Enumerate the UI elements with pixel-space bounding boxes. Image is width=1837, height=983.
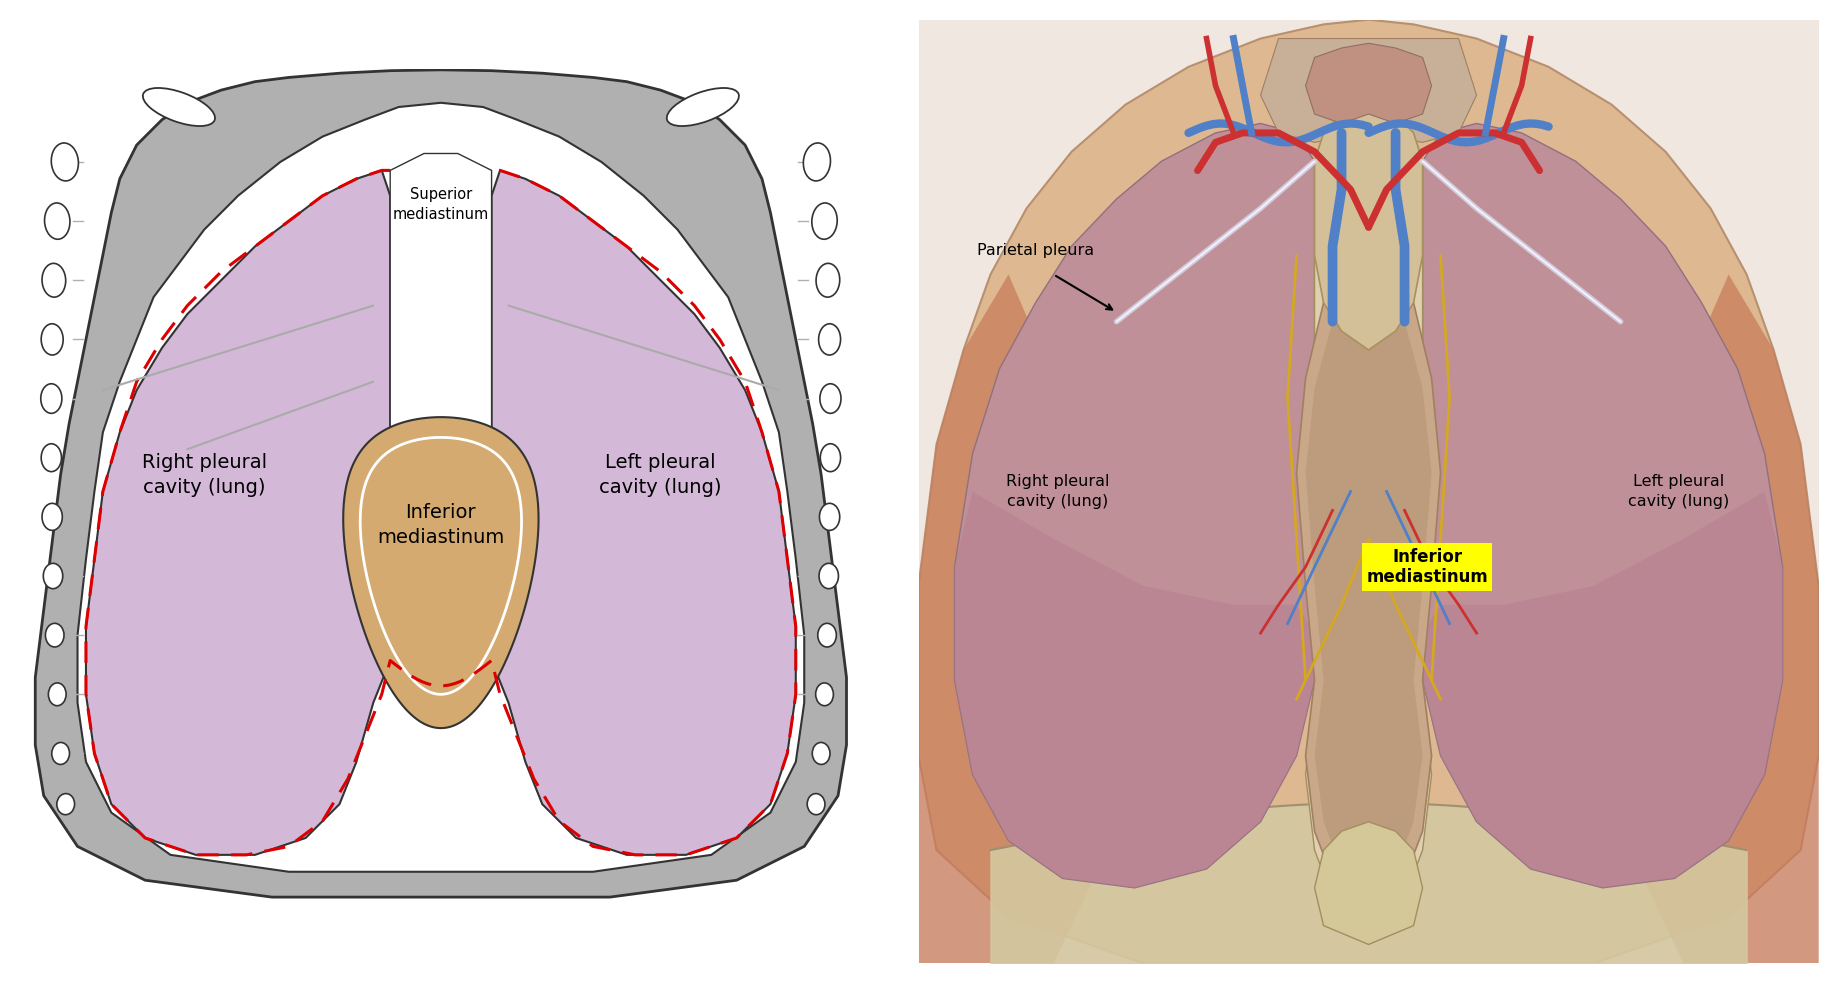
Ellipse shape <box>143 88 215 126</box>
Polygon shape <box>918 274 1117 963</box>
Polygon shape <box>35 70 847 897</box>
Text: Inferior
mediastinum: Inferior mediastinum <box>1367 548 1488 587</box>
Ellipse shape <box>40 383 62 413</box>
Polygon shape <box>1306 43 1431 124</box>
Ellipse shape <box>819 383 841 413</box>
Polygon shape <box>955 492 1315 888</box>
Text: Left pleural
cavity (lung): Left pleural cavity (lung) <box>599 452 722 496</box>
Ellipse shape <box>40 443 61 472</box>
Text: Superior
mediastinum: Superior mediastinum <box>393 187 489 221</box>
Polygon shape <box>1297 227 1440 906</box>
Ellipse shape <box>51 742 70 765</box>
Polygon shape <box>1620 274 1819 963</box>
Ellipse shape <box>51 143 79 181</box>
Polygon shape <box>344 417 538 728</box>
Ellipse shape <box>42 503 62 531</box>
Ellipse shape <box>819 323 841 355</box>
Polygon shape <box>955 124 1315 888</box>
Ellipse shape <box>817 623 836 647</box>
Text: Inferior
mediastinum: Inferior mediastinum <box>377 503 505 548</box>
Ellipse shape <box>42 263 66 297</box>
Polygon shape <box>1315 822 1422 945</box>
Ellipse shape <box>819 503 840 531</box>
Polygon shape <box>1315 100 1422 350</box>
Polygon shape <box>1260 38 1477 143</box>
Ellipse shape <box>812 202 838 239</box>
Polygon shape <box>1422 492 1782 888</box>
Ellipse shape <box>44 202 70 239</box>
Text: Right pleural
cavity (lung): Right pleural cavity (lung) <box>1007 474 1110 509</box>
Ellipse shape <box>57 793 75 815</box>
Text: Left pleural
cavity (lung): Left pleural cavity (lung) <box>1628 474 1730 509</box>
Ellipse shape <box>816 683 834 706</box>
Ellipse shape <box>667 88 738 126</box>
Polygon shape <box>1306 256 1431 888</box>
Ellipse shape <box>821 443 841 472</box>
Polygon shape <box>1306 133 1431 916</box>
Text: Parietal pleura: Parietal pleura <box>977 244 1095 259</box>
Text: Right pleural
cavity (lung): Right pleural cavity (lung) <box>141 452 266 496</box>
Polygon shape <box>918 20 1819 963</box>
Ellipse shape <box>40 323 62 355</box>
Polygon shape <box>389 153 492 686</box>
Ellipse shape <box>48 683 66 706</box>
Ellipse shape <box>819 563 838 589</box>
Ellipse shape <box>806 793 825 815</box>
Ellipse shape <box>803 143 830 181</box>
Polygon shape <box>1422 124 1782 888</box>
Polygon shape <box>86 170 389 855</box>
Ellipse shape <box>816 263 840 297</box>
Polygon shape <box>492 170 795 855</box>
Ellipse shape <box>812 742 830 765</box>
Polygon shape <box>360 437 522 694</box>
Ellipse shape <box>46 623 64 647</box>
Ellipse shape <box>44 563 62 589</box>
Polygon shape <box>918 20 1819 963</box>
Polygon shape <box>77 103 805 872</box>
